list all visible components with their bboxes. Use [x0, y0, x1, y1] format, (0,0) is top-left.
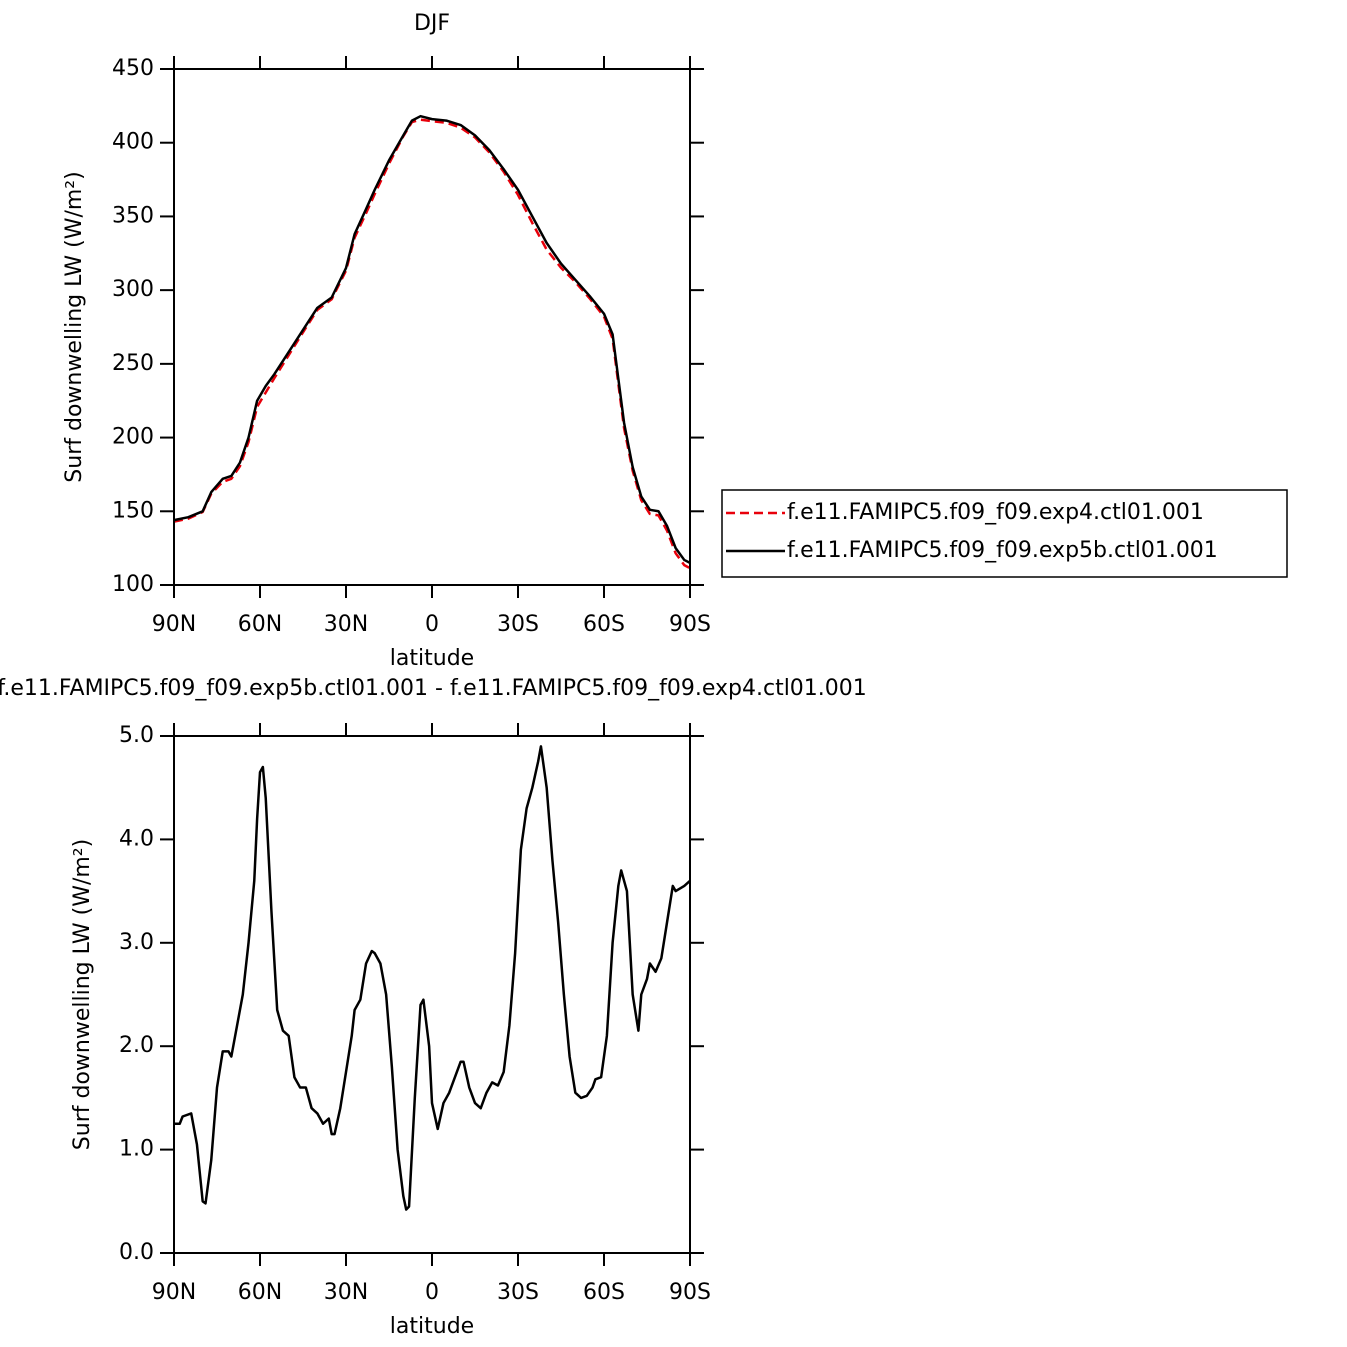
chart-title: f.e11.FAMIPC5.f09_f09.exp5b.ctl01.001 - … — [0, 676, 867, 701]
x-tick-label: 60N — [238, 1280, 282, 1305]
y-axis-label: Surf downwelling LW (W/m²) — [70, 839, 95, 1150]
y-tick-label: 350 — [112, 203, 154, 228]
legend-box — [721, 489, 1288, 578]
y-tick-label: 5.0 — [119, 723, 154, 748]
y-tick-label: 450 — [112, 56, 154, 81]
y-tick-label: 400 — [112, 130, 154, 155]
x-tick-label: 90N — [152, 1280, 196, 1305]
y-tick-label: 2.0 — [119, 1033, 154, 1058]
plot-frame — [173, 735, 691, 1254]
y-tick-label: 300 — [112, 277, 154, 302]
x-tick-label: 90N — [152, 612, 196, 637]
x-tick-label: 60S — [583, 1280, 625, 1305]
x-tick-label: 60N — [238, 612, 282, 637]
x-tick-label: 30S — [497, 612, 539, 637]
plot-frame — [173, 68, 691, 586]
x-axis-label: latitude — [390, 646, 474, 671]
y-tick-label: 150 — [112, 498, 154, 523]
x-tick-label: 0 — [425, 1280, 439, 1305]
x-axis-label: latitude — [390, 1314, 474, 1339]
y-tick-label: 250 — [112, 351, 154, 376]
y-tick-label: 0.0 — [119, 1240, 154, 1265]
y-tick-label: 3.0 — [119, 930, 154, 955]
series-line — [174, 745, 691, 1211]
x-tick-label: 30S — [497, 1280, 539, 1305]
series-line — [173, 114, 691, 565]
y-tick-label: 100 — [112, 572, 154, 597]
legend-label: f.e11.FAMIPC5.f09_f09.exp5b.ctl01.001 — [787, 538, 1218, 563]
x-tick-label: 30N — [324, 612, 368, 637]
legend-label: f.e11.FAMIPC5.f09_f09.exp4.ctl01.001 — [787, 500, 1204, 525]
y-tick-label: 200 — [112, 425, 154, 450]
x-tick-label: 30N — [324, 1280, 368, 1305]
y-axis-label: Surf downwelling LW (W/m²) — [62, 171, 87, 482]
x-tick-label: 90S — [669, 612, 711, 637]
y-tick-label: 1.0 — [119, 1137, 154, 1162]
x-tick-label: 90S — [669, 1280, 711, 1305]
x-tick-label: 0 — [425, 612, 439, 637]
x-tick-label: 60S — [583, 612, 625, 637]
y-tick-label: 4.0 — [119, 826, 154, 851]
chart-title: DJF — [414, 11, 450, 36]
